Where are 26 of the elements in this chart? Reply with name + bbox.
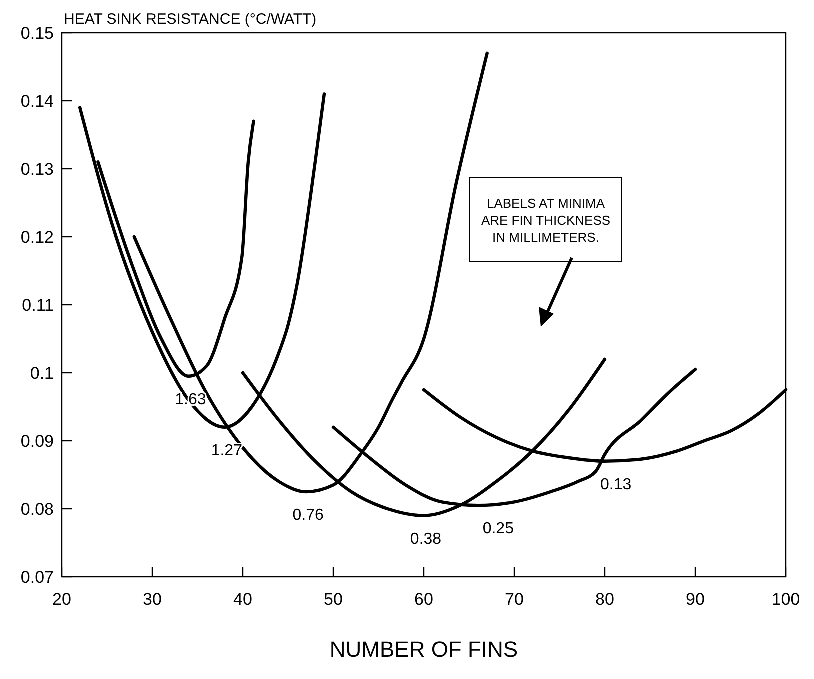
x-tick-label: 60 (414, 590, 434, 609)
x-tick-label: 80 (596, 590, 614, 609)
y-tick-label: 0.13 (20, 160, 54, 179)
y-axis-title: HEAT SINK RESISTANCE (°C/WATT) (64, 11, 317, 28)
annotation: 1.27 (211, 442, 243, 460)
x-tick-label: 40 (234, 590, 252, 609)
y-tick-label: 0.09 (20, 432, 54, 451)
annotation: 0.13 (600, 476, 632, 494)
x-tick-label: 90 (686, 590, 705, 609)
x-tick-label: 100 (772, 590, 800, 609)
annotation: 0.76 (292, 507, 324, 524)
y-tick-label: 0.14 (20, 92, 54, 111)
y-tick-label: 0.1 (30, 364, 54, 383)
y-tick-label: 0.07 (20, 568, 54, 587)
annotation: 0.25 (482, 520, 514, 538)
annotation: LABELS AT MINIMA ARE FIN THICKNESS IN MILLIMETERS. (481, 196, 611, 245)
x-tick-label: 50 (324, 590, 343, 609)
x-axis-title: NUMBER OF FINS (330, 637, 518, 662)
y-tick-label: 0.08 (20, 500, 54, 519)
y-tick-label: 0.15 (20, 24, 54, 43)
x-tick-label: 20 (52, 590, 72, 609)
y-tick-label: 0.11 (22, 296, 54, 315)
x-tick-label: 30 (143, 590, 162, 609)
y-tick-label: 0.12 (20, 228, 54, 247)
annotation: 0.38 (410, 530, 442, 548)
x-tick-label: 70 (505, 590, 524, 609)
